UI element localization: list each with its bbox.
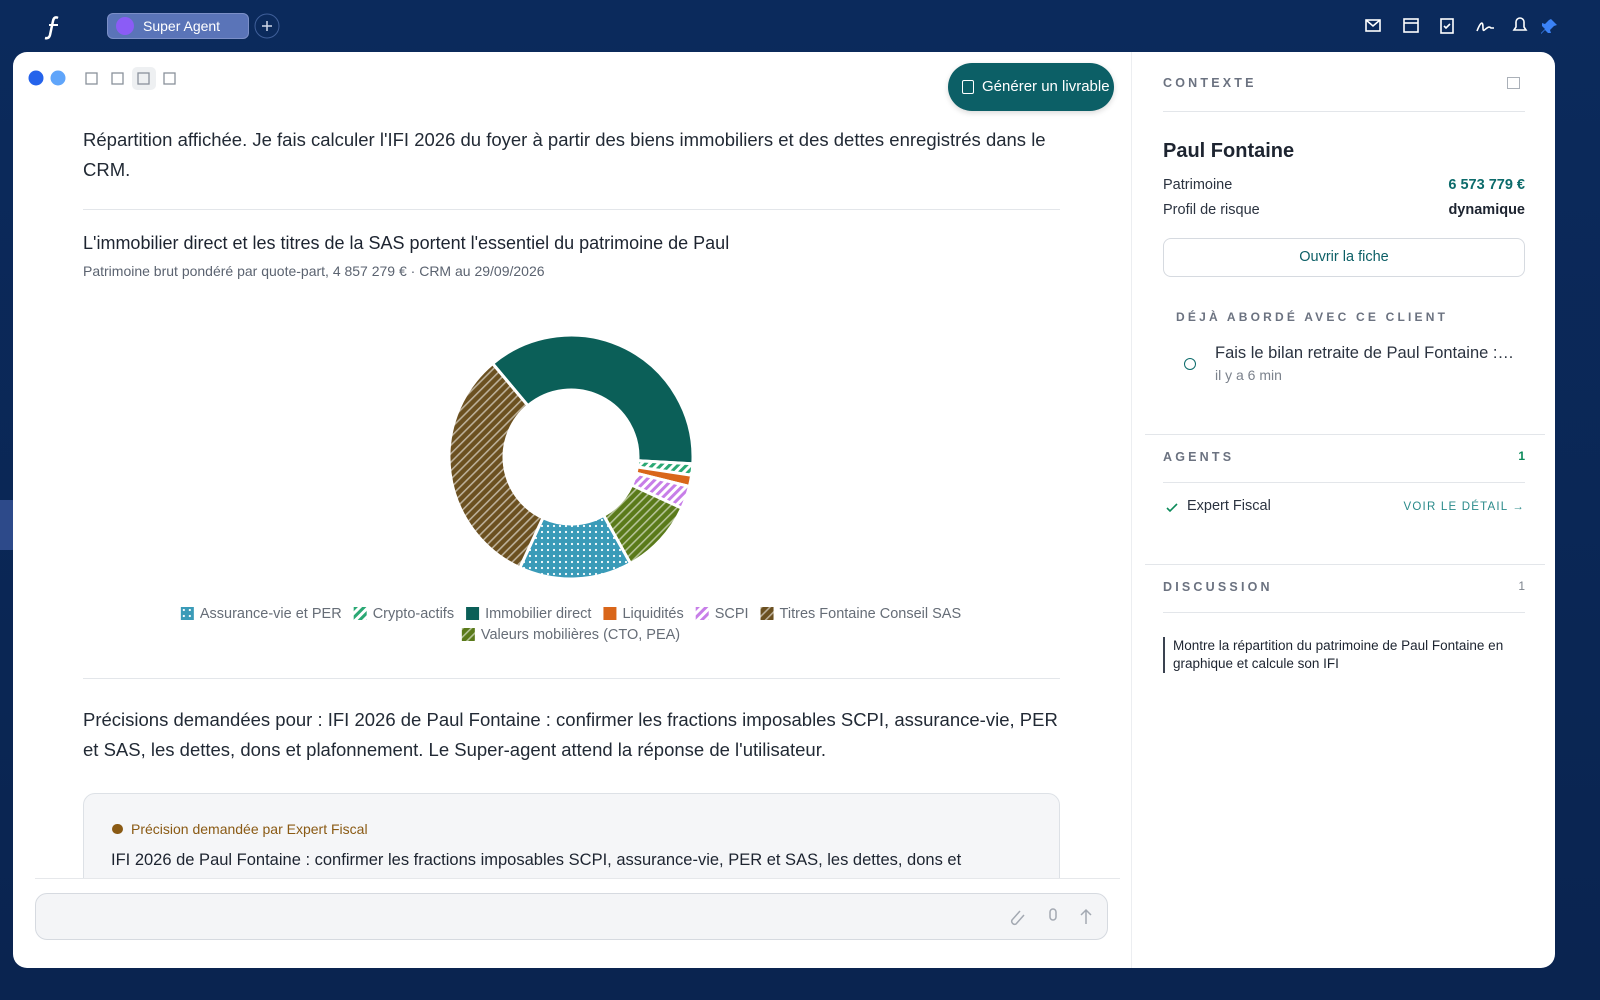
agent-tab[interactable]: Super Agent	[107, 13, 249, 39]
control-dot[interactable]	[50, 70, 66, 86]
question-text: IFI 2026 de Paul Fontaine : confirmer le…	[111, 851, 962, 869]
mail-icon[interactable]	[1365, 19, 1381, 32]
separator	[1145, 434, 1545, 435]
bell-icon[interactable]	[1512, 17, 1528, 31]
question-card: Précision demandée par Expert Fiscal IFI…	[83, 793, 1060, 878]
agent-name: Expert Fiscal	[1187, 498, 1271, 514]
legend-item: Immobilier direct	[466, 606, 591, 622]
separator	[35, 878, 1120, 879]
plus-icon	[262, 21, 272, 31]
legend-swatch	[461, 628, 475, 641]
chart-title: L'immobilier direct et les titres de la …	[83, 235, 729, 253]
agents-heading: AGENTS	[1163, 450, 1235, 464]
history-title[interactable]: Fais le bilan retraite de Paul Fontaine …	[1215, 344, 1515, 362]
client-name: Paul Fontaine	[1163, 140, 1295, 162]
layout-icon[interactable]	[85, 72, 98, 85]
agents-count: 1	[1518, 449, 1525, 463]
legend-item: SCPI	[695, 606, 749, 622]
tab-label: Super Agent	[143, 18, 221, 34]
send-icon[interactable]	[1080, 908, 1092, 924]
separator	[1163, 111, 1525, 112]
legend-label: Assurance-vie et PER	[200, 606, 342, 622]
separator	[83, 678, 1060, 679]
message-followup: Précisions demandées pour : IFI 2026 de …	[83, 709, 1058, 760]
chat-icon	[1184, 358, 1196, 370]
donut-slice	[447, 361, 545, 570]
context-heading: CONTEXTE	[1163, 76, 1257, 90]
panel-toggle[interactable]	[1507, 77, 1520, 89]
legend-item: Liquidités	[603, 606, 684, 622]
tasks-icon[interactable]	[1440, 18, 1454, 34]
legend-item: Titres Fontaine Conseil SAS	[760, 606, 962, 622]
legend-swatch	[353, 607, 367, 620]
legend-swatch	[180, 607, 194, 620]
chart: L'immobilier direct et les titres de la …	[83, 235, 962, 643]
sign-icon[interactable]	[1476, 22, 1494, 32]
label: Profil de risque	[1163, 202, 1260, 218]
agent-link[interactable]: VOIR LE DÉTAIL →	[1403, 501, 1525, 513]
calendar-icon[interactable]	[1403, 18, 1419, 33]
topbar-icons	[44, 13, 1557, 40]
legend-label: Valeurs mobilières (CTO, PEA)	[481, 627, 680, 643]
main-card: Générer un livrable Répartition affichée…	[13, 52, 1555, 968]
attach-icon[interactable]	[1010, 910, 1025, 926]
generate-label: Générer un livrable	[982, 78, 1110, 95]
history-time: il y a 6 min	[1215, 367, 1282, 383]
legend-item: Assurance-vie et PER	[180, 606, 342, 622]
bubble-icon	[112, 824, 123, 834]
legend-label: Titres Fontaine Conseil SAS	[780, 606, 962, 622]
legend-swatch	[695, 607, 709, 620]
layout-icon[interactable]	[163, 72, 176, 85]
discussion-heading: DISCUSSION	[1163, 580, 1273, 594]
value: dynamique	[1448, 202, 1525, 218]
separator	[1163, 612, 1525, 613]
separator	[1163, 482, 1525, 483]
discussion-message[interactable]: Montre la répartition du patrimoine de P…	[1163, 637, 1523, 673]
separator	[1145, 564, 1545, 565]
legend-item: Valeurs mobilières (CTO, PEA)	[461, 627, 680, 643]
layout-icon[interactable]	[137, 72, 150, 85]
legend-item: Crypto-actifs	[353, 606, 454, 622]
chat-area: Répartition affichée. Je fais calculer l…	[13, 100, 1130, 878]
tab-icon	[116, 17, 134, 35]
chart-subtitle: Patrimoine brut pondéré par quote-part, …	[83, 263, 545, 279]
question-label: Précision demandée par Expert Fiscal	[131, 821, 368, 837]
pin-icon[interactable]	[1541, 19, 1557, 34]
doc-icon	[962, 80, 974, 94]
open-button[interactable]: Ouvrir la fiche	[1163, 238, 1525, 277]
legend-swatch	[603, 607, 617, 620]
mic-icon[interactable]	[1049, 908, 1057, 921]
active-bg	[132, 67, 156, 90]
input-icons	[1010, 908, 1092, 926]
legend-label: Immobilier direct	[485, 606, 591, 622]
separator	[83, 209, 1060, 210]
context-panel: CONTEXTE Paul Fontaine Patrimoine 6 573 …	[1131, 52, 1555, 968]
discussion-count: 1	[1518, 579, 1525, 593]
add-tab[interactable]	[254, 13, 280, 39]
legend-swatch	[760, 607, 774, 620]
chat-input[interactable]	[35, 893, 1108, 940]
logo	[44, 16, 59, 40]
layout-icon[interactable]	[111, 72, 124, 85]
history-heading: DÉJÀ ABORDÉ AVEC CE CLIENT	[1176, 310, 1449, 324]
generate-button[interactable]: Générer un livrable	[948, 63, 1114, 111]
value: 6 573 779 €	[1448, 177, 1525, 193]
control-dot[interactable]	[28, 70, 44, 86]
label: Patrimoine	[1163, 177, 1233, 193]
legend-label: Crypto-actifs	[373, 606, 454, 622]
legend-swatch	[466, 607, 480, 620]
legend-label: Liquidités	[622, 606, 683, 622]
donut-slice	[490, 333, 695, 466]
window-controls	[28, 67, 176, 90]
check-icon	[1166, 503, 1178, 513]
message-intro: Répartition affichée. Je fais calculer l…	[83, 129, 1046, 180]
legend-label: SCPI	[715, 606, 749, 622]
